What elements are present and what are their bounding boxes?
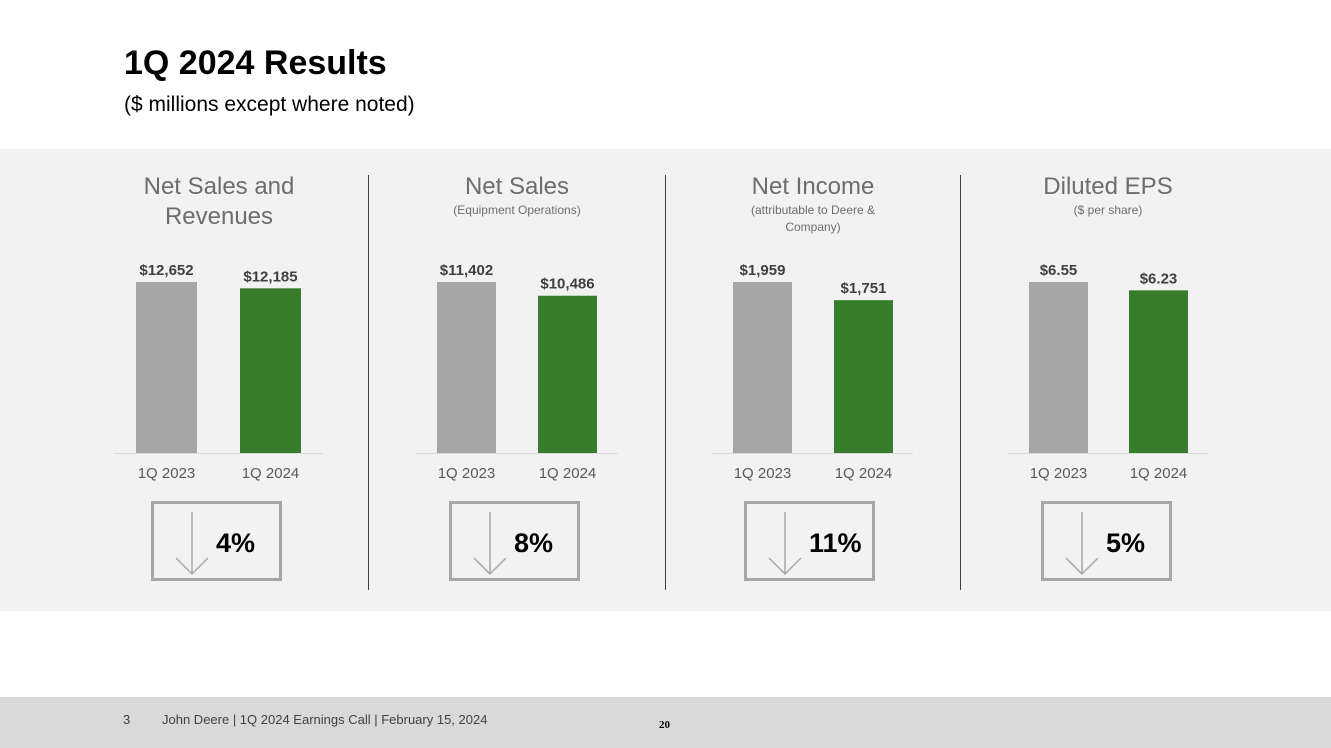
change-percent: 5% [1106, 528, 1146, 558]
bar-value-label: $12,652 [139, 262, 193, 279]
page-subtitle: ($ millions except where noted) [124, 93, 415, 116]
bar-1q-2024 [1129, 290, 1188, 453]
bar-1q-2023 [437, 282, 496, 453]
category-label: 1Q 2023 [438, 465, 496, 482]
slide-number: 3 [123, 712, 131, 727]
bar-1q-2023 [733, 282, 792, 453]
bar-1q-2024 [538, 295, 597, 453]
change-box-diluted-eps: 5% [1041, 501, 1172, 581]
arrow-down-icon [175, 512, 209, 576]
page-title: 1Q 2024 Results [124, 44, 387, 82]
category-label: 1Q 2023 [1030, 465, 1088, 482]
panel-title-net-sales: Net Sales [464, 173, 570, 200]
bar-1q-2023 [1029, 282, 1088, 453]
bar-1q-2023 [136, 282, 197, 453]
category-label: 1Q 2024 [835, 465, 893, 482]
category-label: 1Q 2024 [539, 465, 597, 482]
category-label: 1Q 2024 [242, 465, 300, 482]
bar-value-label: $1,751 [841, 280, 887, 297]
change-box-net-sales-and-revenues: 4% [151, 501, 282, 581]
panel-subtitle-net-income: (attributable to Deere & Company) [750, 203, 876, 234]
panel-title-diluted-eps: Diluted EPS [1043, 173, 1173, 200]
bar-value-label: $12,185 [243, 268, 297, 285]
footer-text: John Deere | 1Q 2024 Earnings Call | Feb… [162, 712, 488, 727]
bar-value-label: $10,486 [540, 276, 594, 293]
arrow-down-icon [473, 512, 507, 576]
category-label: 1Q 2024 [1130, 465, 1188, 482]
footer: 3 John Deere | 1Q 2024 Earnings Call | F… [0, 697, 1331, 748]
bar-value-label: $6.55 [1040, 262, 1078, 279]
change-percent: 8% [514, 528, 554, 558]
change-box-net-income: 11% [744, 501, 875, 581]
category-label: 1Q 2023 [138, 465, 196, 482]
panel-divider [665, 175, 666, 590]
arrow-down-icon [768, 512, 802, 576]
bar-1q-2024 [240, 288, 301, 453]
arrow-down-icon [1065, 512, 1099, 576]
bar-value-label: $1,959 [740, 262, 786, 279]
panel-subtitle-diluted-eps: ($ per share) [1073, 203, 1143, 217]
panel-subtitle-net-sales: (Equipment Operations) [453, 203, 581, 217]
bar-value-label: $6.23 [1140, 270, 1178, 287]
category-label: 1Q 2023 [734, 465, 792, 482]
panel-title-net-sales-and-revenues: Net Sales and Revenues [143, 173, 295, 230]
change-box-net-sales: 8% [449, 501, 580, 581]
change-percent: 4% [216, 528, 256, 558]
bar-1q-2024 [834, 300, 893, 453]
panel-divider [960, 175, 961, 590]
panel-title-net-income: Net Income [751, 173, 875, 200]
bar-value-label: $11,402 [440, 262, 493, 279]
panel-divider [368, 175, 369, 590]
page-number: 20 [659, 719, 670, 731]
change-percent: 11% [809, 528, 862, 558]
